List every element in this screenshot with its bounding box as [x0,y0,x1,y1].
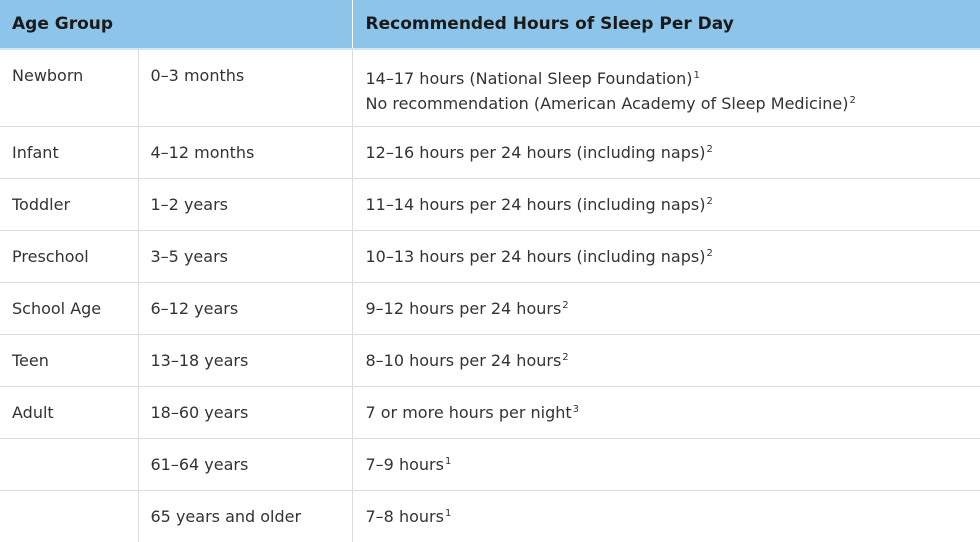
recommendation-cell: 7 or more hours per night3 [352,387,980,439]
footnote-ref: 2 [706,196,712,207]
recommendation-line: No recommendation (American Academy of S… [366,91,973,116]
age-group-cell: Toddler [0,179,138,231]
age-range-cell: 65 years and older [138,491,352,542]
age-group-cell: Teen [0,335,138,387]
table-row: Newborn 0–3 months 14–17 hours (National… [0,49,980,127]
footnote-ref: 2 [706,144,712,155]
recommendation-cell: 14–17 hours (National Sleep Foundation)1… [352,49,980,127]
recommendation-cell: 8–10 hours per 24 hours2 [352,335,980,387]
table-row: Toddler 1–2 years 11–14 hours per 24 hou… [0,179,980,231]
table-row: 61–64 years 7–9 hours1 [0,439,980,491]
recommendation-text: 14–17 hours (National Sleep Foundation) [366,69,693,88]
age-group-cell: Preschool [0,231,138,283]
recommendation-text: No recommendation (American Academy of S… [366,94,849,113]
age-range-cell: 4–12 months [138,127,352,179]
age-range-cell: 13–18 years [138,335,352,387]
table-row: Adult 18–60 years 7 or more hours per ni… [0,387,980,439]
recommendation-text: 10–13 hours per 24 hours (including naps… [366,247,706,266]
table-header-row: Age Group Recommended Hours of Sleep Per… [0,0,980,49]
age-range-cell: 61–64 years [138,439,352,491]
age-group-cell: Infant [0,127,138,179]
recommendation-cell: 7–8 hours1 [352,491,980,542]
recommendation-text: 11–14 hours per 24 hours (including naps… [366,195,706,214]
age-range-cell: 1–2 years [138,179,352,231]
age-range-cell: 0–3 months [138,49,352,127]
header-recommended-hours: Recommended Hours of Sleep Per Day [352,0,980,49]
recommendation-text: 7–8 hours [366,507,444,526]
table-row: Preschool 3–5 years 10–13 hours per 24 h… [0,231,980,283]
recommendation-text: 7 or more hours per night [366,403,572,422]
age-group-cell: School Age [0,283,138,335]
table-row: 65 years and older 7–8 hours1 [0,491,980,542]
recommendation-text: 7–9 hours [366,455,444,474]
footnote-ref: 2 [706,248,712,259]
recommendation-text: 9–12 hours per 24 hours [366,299,562,318]
table-row: Infant 4–12 months 12–16 hours per 24 ho… [0,127,980,179]
age-group-cell: Adult [0,387,138,439]
footnote-ref: 2 [562,300,568,311]
age-group-cell: Newborn [0,49,138,127]
table-row: Teen 13–18 years 8–10 hours per 24 hours… [0,335,980,387]
table-row: School Age 6–12 years 9–12 hours per 24 … [0,283,980,335]
header-age-group: Age Group [0,0,352,49]
recommendation-text: 12–16 hours per 24 hours (including naps… [366,143,706,162]
age-range-cell: 18–60 years [138,387,352,439]
age-group-cell [0,439,138,491]
footnote-ref: 3 [573,404,579,415]
recommendation-cell: 7–9 hours1 [352,439,980,491]
age-range-cell: 3–5 years [138,231,352,283]
recommendation-cell: 10–13 hours per 24 hours (including naps… [352,231,980,283]
recommendation-cell: 12–16 hours per 24 hours (including naps… [352,127,980,179]
recommendation-text: 8–10 hours per 24 hours [366,351,562,370]
recommendation-cell: 9–12 hours per 24 hours2 [352,283,980,335]
age-group-cell [0,491,138,542]
footnote-ref: 1 [445,508,451,519]
recommendation-line: 14–17 hours (National Sleep Foundation)1 [366,66,973,91]
age-range-cell: 6–12 years [138,283,352,335]
footnote-ref: 2 [562,352,568,363]
footnote-ref: 1 [445,456,451,467]
footnote-ref: 2 [849,95,855,106]
footnote-ref: 1 [693,70,699,81]
recommendation-cell: 11–14 hours per 24 hours (including naps… [352,179,980,231]
